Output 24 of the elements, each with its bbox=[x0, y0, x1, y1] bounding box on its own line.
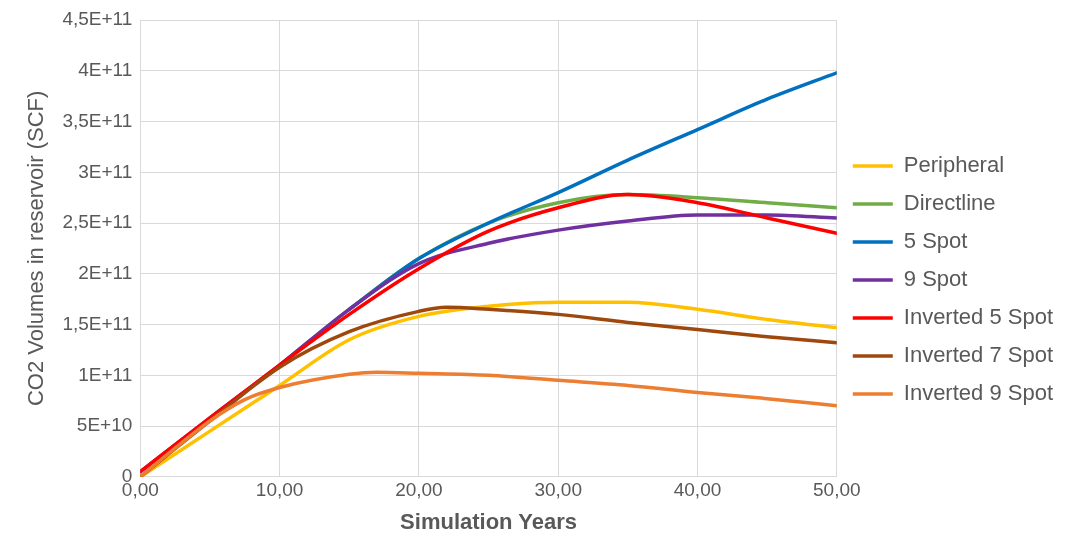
y-tick-label: 3,5E+11 bbox=[62, 109, 133, 131]
x-tick-label: 40,00 bbox=[673, 479, 722, 501]
x-tick-label: 10,00 bbox=[255, 479, 304, 501]
legend-label: Peripheral bbox=[903, 152, 1005, 178]
y-tick-label: 2E+11 bbox=[78, 262, 133, 284]
y-tick-label: 4E+11 bbox=[78, 58, 133, 80]
y-axis-title: CO2 Volumes in reservoir (SCF) bbox=[23, 90, 49, 407]
line-series bbox=[140, 370, 837, 477]
y-tick-label: 4,5E+11 bbox=[62, 8, 133, 30]
legend-label: 9 Spot bbox=[903, 266, 968, 292]
x-tick-label: 30,00 bbox=[534, 479, 582, 501]
y-tick-label: 1E+11 bbox=[78, 363, 133, 385]
legend-label: Inverted 9 Spot bbox=[903, 380, 1054, 406]
legend-label: Inverted 7 Spot bbox=[903, 342, 1054, 368]
y-tick-label: 5E+10 bbox=[76, 414, 133, 436]
y-tick-label: 2,5E+11 bbox=[62, 211, 133, 233]
x-tick-label: 20,00 bbox=[395, 479, 443, 501]
legend-label: Directline bbox=[903, 190, 996, 216]
y-tick-label: 3E+11 bbox=[78, 160, 133, 182]
x-tick-label: 50,00 bbox=[813, 479, 861, 501]
legend-label: 5 Spot bbox=[903, 228, 968, 254]
x-axis-title: Simulation Years bbox=[400, 508, 577, 534]
y-tick-label: 1,5E+11 bbox=[62, 312, 133, 334]
legend-label: Inverted 5 Spot bbox=[903, 304, 1054, 330]
